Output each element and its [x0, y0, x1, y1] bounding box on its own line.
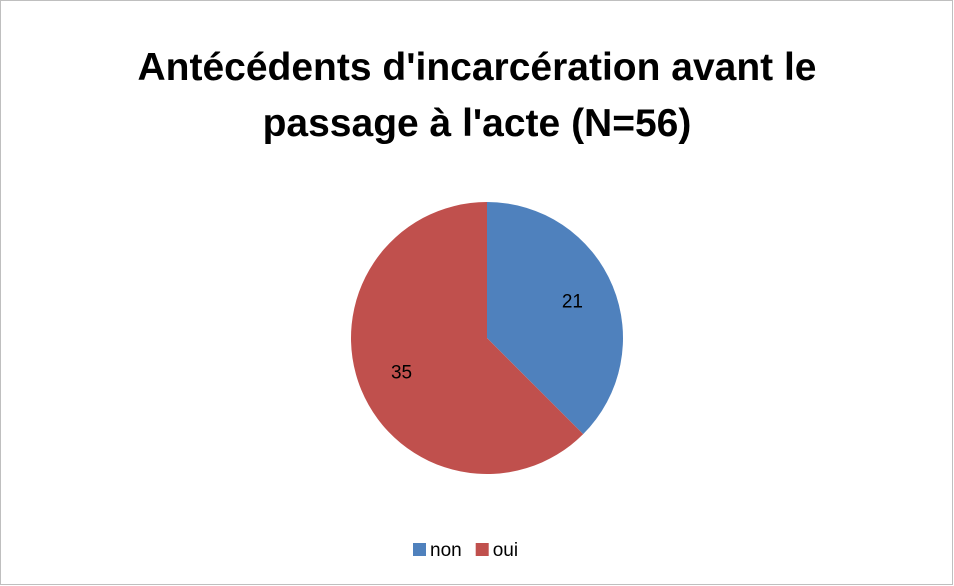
legend-label: non [430, 540, 462, 561]
pie-slice [487, 202, 623, 435]
legend-swatch [475, 543, 489, 556]
chart-title: Antécédents d'incarcération avant le pas… [137, 46, 817, 145]
legend-label: oui [493, 540, 518, 561]
pie-slice [351, 202, 584, 475]
data-label: 35 [391, 362, 412, 383]
legend-swatch [413, 543, 426, 556]
data-label: 21 [562, 292, 583, 313]
